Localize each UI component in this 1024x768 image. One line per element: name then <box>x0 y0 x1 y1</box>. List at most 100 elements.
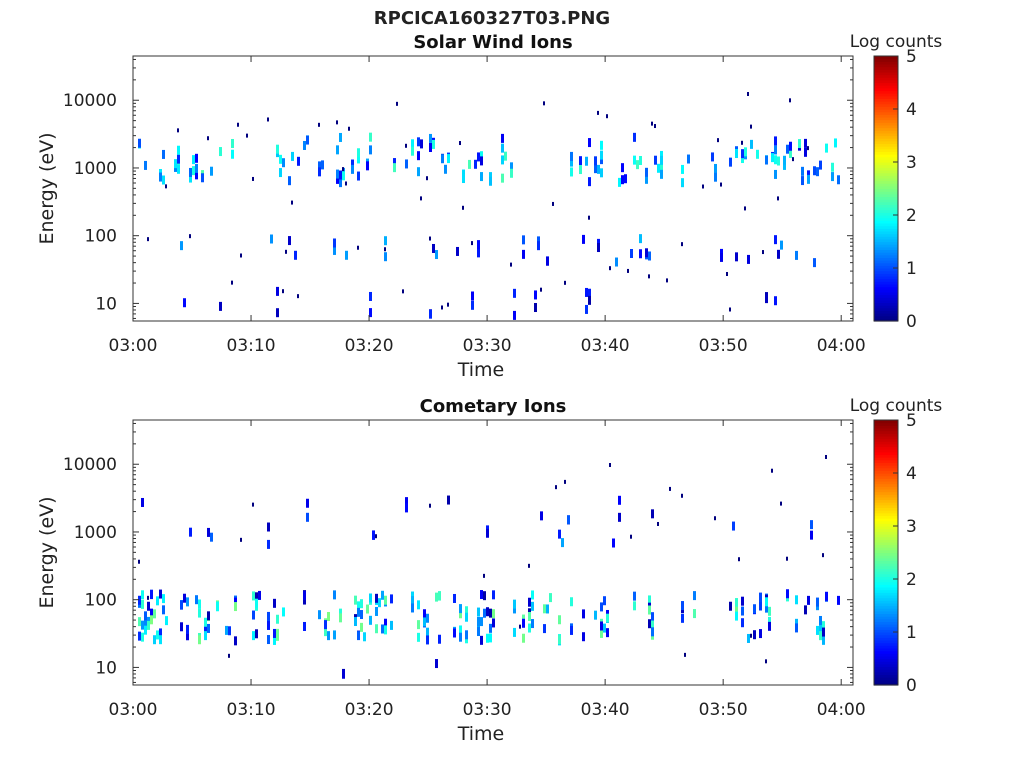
heatmap-cell <box>444 164 447 174</box>
heatmap-cell <box>207 527 210 537</box>
heatmap-cell <box>606 628 609 638</box>
heatmap-cell <box>369 593 372 603</box>
colorbar-swatch <box>874 114 898 118</box>
heatmap-cell <box>153 635 156 645</box>
heatmap-cell <box>177 154 180 164</box>
heatmap-cell <box>777 156 780 166</box>
colorbar-swatch <box>874 576 898 580</box>
heatmap-cell <box>159 589 162 599</box>
colorbar-swatch <box>874 273 898 277</box>
colorbar-swatch <box>874 87 898 92</box>
heatmap-cell <box>831 172 834 182</box>
heatmap-cell <box>267 635 270 645</box>
heatmap-cell <box>639 249 642 259</box>
colorbar-swatch <box>874 465 898 469</box>
heatmap-cell <box>267 539 270 549</box>
colorbar-swatch <box>874 480 898 485</box>
colorbar-swatch <box>874 297 898 301</box>
heatmap-cell <box>360 610 363 620</box>
colorbar-swatch <box>874 164 898 168</box>
heatmap-cell <box>810 520 813 530</box>
colorbar-swatch <box>874 124 898 129</box>
heatmap-cell <box>822 627 825 637</box>
heatmap-cell <box>384 252 387 262</box>
heatmap-cell <box>564 280 566 285</box>
heatmap-cell <box>786 144 789 154</box>
colorbar-label: Log counts <box>850 32 943 52</box>
heatmap-cell <box>447 495 450 505</box>
heatmap-cell <box>318 122 320 127</box>
heatmap-cell <box>357 171 360 181</box>
heatmap-cell <box>480 151 483 161</box>
heatmap-cell <box>378 598 381 608</box>
colorbar-swatch <box>874 135 898 139</box>
heatmap-cell <box>165 616 168 626</box>
heatmap-cell <box>477 627 480 637</box>
colorbar-swatch <box>874 533 898 538</box>
heatmap-cell <box>585 156 588 166</box>
heatmap-cell <box>210 532 213 542</box>
colorbar-swatch <box>874 624 898 628</box>
colorbar-swatch <box>874 283 898 288</box>
heatmap-cell <box>510 168 513 178</box>
heatmap-cell <box>201 173 204 183</box>
heatmap-cell <box>534 303 537 313</box>
heatmap-cell <box>747 254 750 264</box>
heatmap-cell <box>366 161 369 171</box>
heatmap-cell <box>189 527 192 537</box>
heatmap-cell <box>390 620 393 630</box>
heatmap-cell <box>831 162 834 172</box>
heatmap-cell <box>255 629 258 639</box>
heatmap-cell <box>477 240 480 250</box>
heatmap-cell <box>153 609 156 619</box>
heatmap-cell <box>744 147 747 157</box>
heatmap-cell <box>777 196 779 201</box>
heatmap-cell <box>303 621 306 631</box>
colorbar-swatch <box>874 122 898 126</box>
colorbar-swatch <box>874 74 898 78</box>
heatmap-cell <box>306 498 309 508</box>
heatmap-cell <box>660 155 663 165</box>
heatmap-cell <box>714 172 717 182</box>
heatmap-cell <box>801 176 804 186</box>
heatmap-cell <box>657 163 660 173</box>
heatmap-cell <box>177 128 179 133</box>
heatmap-cell <box>402 289 404 294</box>
colorbar-swatch <box>874 552 898 556</box>
colorbar-swatch <box>874 90 898 94</box>
heatmap-cell <box>483 591 486 601</box>
x-tick-label: 03:20 <box>345 700 394 720</box>
x-tick-label: 03:40 <box>581 336 630 356</box>
colorbar-swatch <box>874 536 898 540</box>
heatmap-cell <box>231 280 233 285</box>
y-tick-label: 100 <box>85 227 117 247</box>
heatmap-cell <box>294 250 297 260</box>
heatmap-cell <box>276 308 279 318</box>
heatmap-cell <box>375 606 378 616</box>
heatmap-cell <box>600 621 603 631</box>
heatmap-cell <box>513 604 516 614</box>
heatmap-cell <box>822 635 825 645</box>
heatmap-cell <box>384 236 387 246</box>
heatmap-cell <box>219 147 222 157</box>
colorbar-swatch <box>874 111 898 115</box>
colorbar-swatch <box>874 679 898 683</box>
colorbar-swatch <box>874 565 898 569</box>
colorbar-frame <box>873 419 899 686</box>
heatmap-cell <box>552 201 554 206</box>
heatmap-cell <box>465 612 468 622</box>
heatmap-cell <box>795 618 798 628</box>
heatmap-cell <box>612 538 615 548</box>
heatmap-cell <box>276 286 279 296</box>
colorbar-swatch <box>874 420 898 424</box>
heatmap-cell <box>477 248 480 258</box>
heatmap-cell <box>384 618 387 628</box>
colorbar-swatch <box>874 586 898 591</box>
colorbar-swatch <box>874 502 898 506</box>
colorbar-swatch <box>874 244 898 248</box>
heatmap-cell <box>429 309 432 319</box>
heatmap-cell <box>729 601 732 611</box>
x-axis-label: Time <box>457 723 505 745</box>
